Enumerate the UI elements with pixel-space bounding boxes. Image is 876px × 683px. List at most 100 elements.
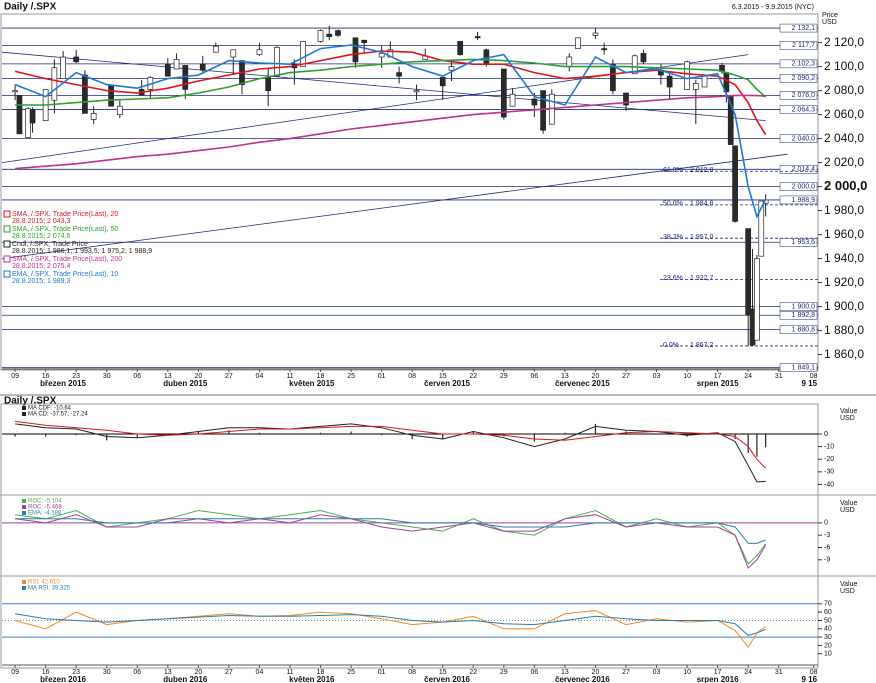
y-tick-label: 1 860,0 [824,347,864,361]
legend-label: SMA, /.SPX, Trade Price(Last), 50 [12,226,118,233]
x-tick-label: 27 [225,373,233,380]
fib-label: 1 867,2 [690,342,713,349]
fib-label: 1 922,7 [690,275,713,282]
indicator-line [15,423,766,483]
level-label: 2 102,3 [792,61,815,68]
candle-body [51,67,58,101]
x-tick-label: 08 [408,373,416,380]
y-axis-label: Value [840,581,857,588]
legend-swatch [3,255,11,263]
month-label: duben 2015 [163,379,208,388]
legend-swatch [3,240,11,248]
x-tick-label: 06 [133,373,141,380]
x-tick-label: 01 [378,373,386,380]
candle-body [509,93,516,107]
indicator-line [14,44,767,219]
candle-body [317,30,324,42]
x-tick-label: 27 [622,669,630,676]
x-tick-label: 30 [103,669,111,676]
x-tick-label: 27 [225,669,233,676]
legend-swatch [3,210,11,218]
level-label: 1 988,9 [792,197,815,204]
fib-level: 61.8% [663,167,683,174]
y-tick-label: -10 [824,443,834,450]
x-tick-label: 13 [561,373,569,380]
level-label: 2 000,0 [792,183,815,190]
y-tick-label: 10 [824,651,832,658]
x-tick-label: 20 [592,373,600,380]
fib-label: 1 957,0 [690,234,713,241]
legend-swatch [22,499,26,503]
candle-body [575,37,581,49]
candle-body [256,49,263,55]
x-tick-label: 30 [103,373,111,380]
level-label-box [779,195,818,205]
legend-label: MA RSI: 39.325 [28,586,71,592]
y-tick-label: 2 100,0 [824,59,864,73]
x-tick-label: 06 [530,373,538,380]
y-tick-label: -3 [824,532,830,539]
candle-body [631,55,638,75]
fib-level: 38.2% [663,234,683,241]
x-tick-label: 22 [469,669,477,676]
level-label-box [779,134,818,143]
y-tick-label: 20 [824,642,832,649]
candle-body [623,92,629,106]
level-label-box [779,74,818,83]
candle-body [592,32,599,36]
x-tick-label: 03 [653,669,661,676]
level-label: 1 892,8 [792,312,815,319]
candle-body [745,228,752,316]
month-label: květen 2015 [289,379,335,388]
x-tick-label: 27 [622,373,630,380]
level-label: 1 880,8 [792,326,815,333]
y-axis-label: USD [840,507,855,514]
x-tick-label: 25 [347,373,355,380]
x-tick-label: 17 [714,669,722,676]
level-label-box [779,59,818,69]
y-tick-label: 2 040,0 [824,131,864,145]
legend-swatch [22,580,26,584]
fib-level: 23.6% [663,275,683,282]
y-tick-label: 40 [824,626,832,633]
indicator-line [15,518,766,544]
x-tick-label: 13 [164,669,172,676]
legend-note: 28.8.2015; 2 043,3 [12,218,70,225]
candle-body [640,53,647,63]
candle-body [540,90,546,131]
level-label-box [779,363,818,372]
y-tick-label: 2 080,0 [824,83,864,97]
x-tick-label: 11 [286,373,293,380]
y-tick-label: -40 [824,481,834,488]
y-tick-label: 50 [824,617,832,624]
x-tick-label: 13 [164,373,172,380]
candle-body [335,30,341,36]
x-tick-label: 18 [317,669,325,676]
candle-body [199,63,206,71]
x-tick-label: 24 [744,669,752,676]
candle-body [754,258,760,341]
y-tick-label: 60 [824,609,832,616]
panel-title: Daily /.SPX [4,396,57,407]
legend-swatch [22,511,26,515]
candle-body [29,109,36,124]
x-tick-label: 23 [72,669,80,676]
candle-body [173,59,180,70]
month-label: srpen 2016 [697,675,739,683]
x-tick-label: 25 [347,669,355,676]
candle-body [531,98,538,106]
candle-body [500,68,507,118]
level-label: 1 849,1 [792,365,815,372]
legend-label: SMA, /.SPX, Trade Price(Last), 20 [12,211,118,218]
fib-label: 2 012,8 [690,167,713,174]
candle-body [326,33,333,37]
month-label: srpen 2015 [697,379,739,388]
trend-line [1,153,788,259]
level-label: 2 014,4 [792,166,815,173]
x-tick-label: 10 [683,373,691,380]
candle-body [265,77,272,91]
month-label: červen 2016 [424,675,470,683]
y-tick-label: 2 120,0 [824,35,864,49]
x-tick-label: 03 [653,373,661,380]
y-tick-label: 2 020,0 [824,155,864,169]
